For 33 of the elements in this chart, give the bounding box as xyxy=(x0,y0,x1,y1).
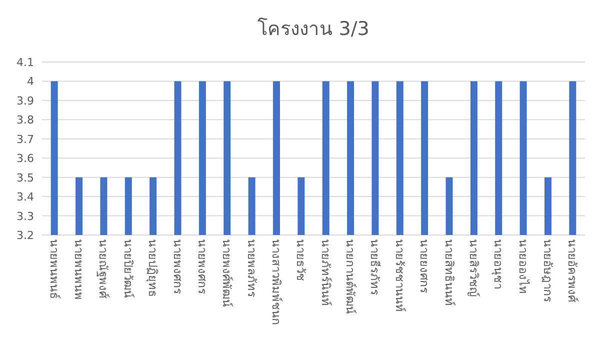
y-tick-label: 3.8 xyxy=(16,114,34,127)
y-tick-label: 4 xyxy=(27,75,34,88)
x-tick-label: นายธวัช xyxy=(294,239,308,281)
x-tick-label: นายสิทธินนท์ xyxy=(442,239,456,306)
y-tick-label: 3.7 xyxy=(16,132,34,146)
y-tick-label: 3.4 xyxy=(16,190,34,204)
x-tick-label: นายอองไท xyxy=(516,239,530,294)
x-tick-label: นายอนุชา xyxy=(492,239,506,289)
x-tick-label: นายอัครพงศ์ xyxy=(566,239,580,303)
y-tick-label: 4.1 xyxy=(16,56,34,69)
x-tick-label: นายพงศกร xyxy=(170,239,185,294)
y-tick-label: 3.9 xyxy=(16,94,34,108)
x-tick-label: นายพลภัทร xyxy=(244,239,259,297)
x-tick-label: นายปฏิยุทธ xyxy=(146,239,160,297)
x-tick-label: นายอัษฎากร xyxy=(540,239,555,302)
x-tick-label: นายธีรภัทร xyxy=(368,239,382,295)
x-tick-label: นายรัชชานนท์ xyxy=(392,239,407,312)
y-tick-label: 3.5 xyxy=(16,171,34,184)
x-tick-label: นายพนพนธ์ xyxy=(47,239,62,299)
y-tick-label: 3.6 xyxy=(16,152,34,166)
x-tick-label: นางสาวพิมพ์ชนก xyxy=(269,239,284,325)
y-tick-label: 3.3 xyxy=(16,210,34,223)
x-tick-label: นายสิรวิชญ์ xyxy=(466,239,481,297)
y-tick-label: 3.2 xyxy=(16,229,34,242)
x-tick-label: นายพงศ์พัฒน์ xyxy=(220,239,234,307)
x-tick-label: นายยงศกร xyxy=(418,239,432,293)
x-tick-label: นายปิยวัฒน์ xyxy=(121,239,136,298)
chart-title: โครงงาน 3/3 xyxy=(258,17,370,40)
x-tick-label: นายพนพนพ xyxy=(72,239,86,300)
x-tick-label: นายณัฐพงศ์ xyxy=(96,239,111,299)
x-tick-label: นายภัทร์นินท์ xyxy=(318,239,333,306)
x-tick-label: นายพงศกร xyxy=(195,239,210,294)
x-tick-label: นายกานต์พัฒน์ xyxy=(344,239,358,314)
